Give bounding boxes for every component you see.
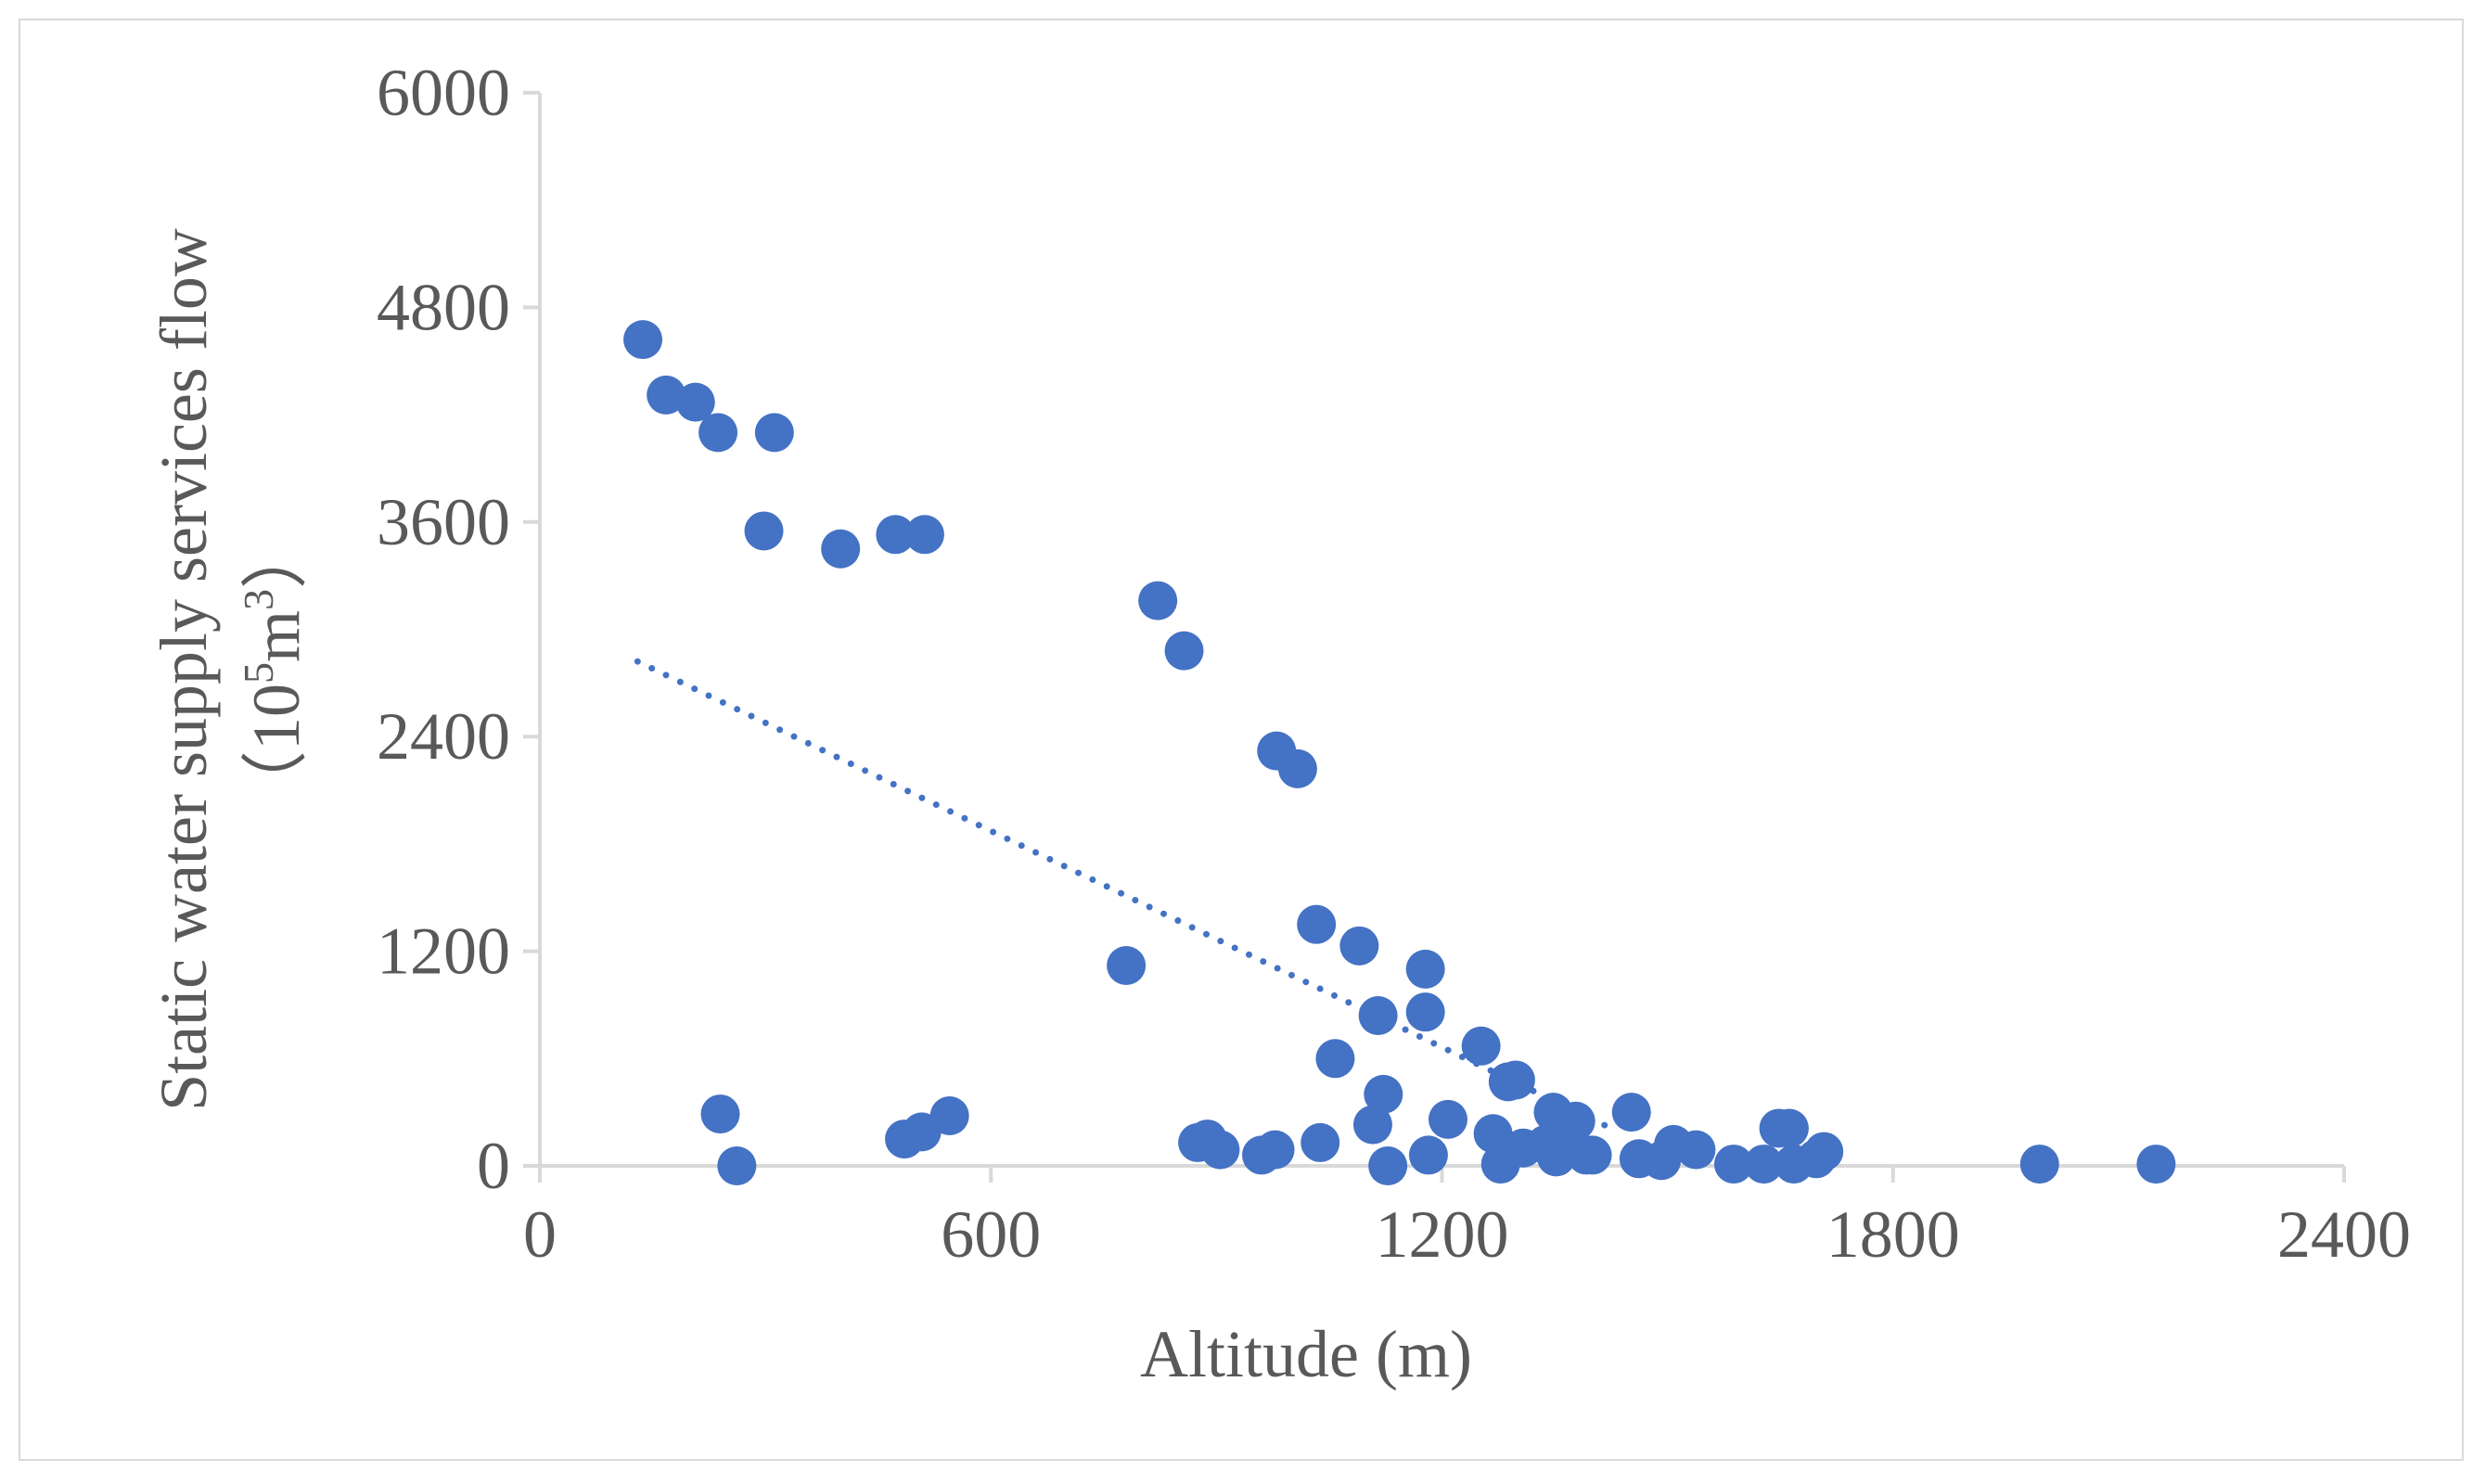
data-point: [1138, 581, 1178, 620]
data-point: [754, 413, 794, 453]
data-point: [1572, 1135, 1612, 1175]
data-point: [1255, 1130, 1295, 1170]
data-point: [904, 515, 944, 555]
data-point: [623, 320, 663, 360]
y-tick-label: 4800: [377, 270, 510, 344]
x-tick-label: 1800: [1826, 1197, 1960, 1272]
data-point: [1339, 926, 1379, 966]
y-axis-unit: （105m3）: [235, 522, 314, 817]
data-point: [1473, 1114, 1513, 1154]
y-tick-label: 0: [477, 1129, 510, 1203]
x-tick-label: 0: [523, 1197, 557, 1272]
data-point: [1611, 1093, 1651, 1132]
data-point: [700, 1094, 740, 1134]
data-point: [1461, 1026, 1501, 1066]
x-tick-label: 2400: [2277, 1197, 2411, 1272]
y-unit-exp1: 5: [235, 662, 282, 684]
scatter-plot: 0 1200 2400 3600 4800 6000 0 600 1200 1800 2400 Al…: [147, 56, 2411, 1391]
data-point: [1495, 1060, 1535, 1100]
y-unit-exp2: 3: [235, 589, 282, 610]
data-point: [1364, 1074, 1403, 1114]
data-point: [1301, 1122, 1340, 1162]
data-point: [1556, 1101, 1595, 1141]
data-point: [744, 511, 784, 551]
data-point: [1405, 992, 1445, 1032]
y-tick-label: 6000: [377, 56, 510, 130]
y-tick-label: 1200: [377, 915, 510, 989]
data-point: [1713, 1145, 1753, 1184]
data-point: [1107, 946, 1147, 986]
data-point: [1200, 1130, 1240, 1170]
data-point: [2019, 1145, 2059, 1184]
chart-frame: 0 1200 2400 3600 4800 6000 0 600 1200 1800 2400 Al…: [19, 19, 2464, 1461]
data-point: [876, 515, 916, 555]
data-point: [929, 1096, 969, 1136]
data-point: [1676, 1130, 1716, 1170]
data-point: [821, 529, 861, 569]
data-point: [1428, 1099, 1467, 1139]
data-point: [675, 382, 715, 422]
data-point: [1352, 1105, 1392, 1145]
data-point: [717, 1146, 757, 1185]
data-point: [1164, 631, 1204, 671]
x-axis-title: Altitude (m): [1140, 1317, 1472, 1391]
data-point: [1358, 996, 1398, 1036]
y-unit-end: ）: [239, 522, 314, 589]
x-tick-label: 600: [941, 1197, 1041, 1272]
data-point: [1405, 949, 1445, 989]
data-point: [1297, 904, 1337, 944]
data-point: [1804, 1132, 1844, 1171]
x-tick-label: 1200: [1376, 1197, 1509, 1272]
y-axis-title: Static water supply services flow: [147, 228, 221, 1111]
data-point: [698, 413, 738, 453]
data-point: [1368, 1146, 1408, 1185]
data-point: [1769, 1108, 1809, 1148]
y-unit-base: （10: [239, 684, 314, 817]
data-point: [647, 375, 686, 415]
data-point: [1744, 1145, 1784, 1184]
y-tick-label: 2400: [377, 699, 510, 774]
y-unit-mid: m: [239, 610, 314, 662]
data-point: [2136, 1145, 2176, 1184]
data-point: [1315, 1039, 1355, 1079]
data-point: [1408, 1135, 1448, 1175]
data-points: [623, 320, 2176, 1185]
data-point: [1277, 748, 1317, 788]
y-tick-label: 3600: [377, 485, 510, 559]
tick-labels: 0 1200 2400 3600 4800 6000 0 600 1200 1800 2400: [377, 56, 2411, 1272]
